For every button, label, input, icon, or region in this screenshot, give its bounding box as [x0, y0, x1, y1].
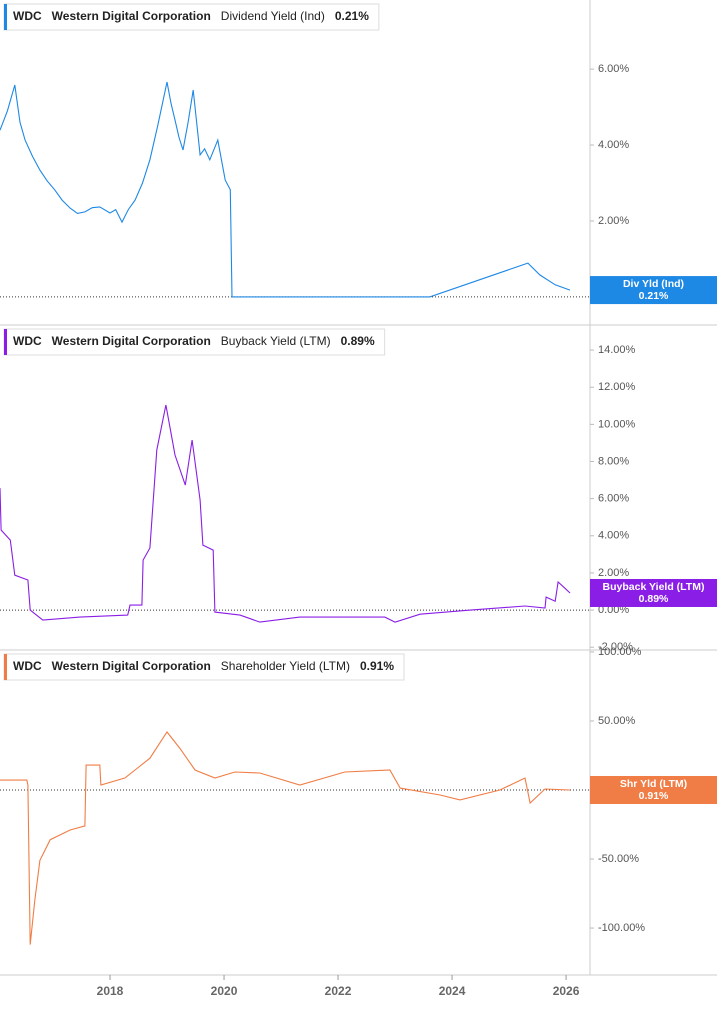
legend-box	[3, 328, 386, 356]
data-line	[0, 404, 571, 623]
badge-value: 0.89%	[639, 593, 669, 605]
x-tick-label: 2026	[553, 984, 580, 998]
y-tick-label: 2.00%	[598, 215, 629, 227]
legend-series-name: Buyback Yield (LTM)	[221, 334, 331, 348]
y-tick-label: 4.00%	[598, 139, 629, 151]
company: Western Digital Corporation	[52, 659, 211, 673]
value-badge	[590, 578, 717, 607]
legend-value: 0.21%	[335, 9, 369, 23]
ticker: WDC	[13, 9, 42, 23]
legend-swatch	[4, 654, 7, 680]
company: Western Digital Corporation	[52, 334, 211, 348]
legend-value: 0.91%	[360, 659, 394, 673]
legend-series-name: Dividend Yield (Ind)	[221, 9, 325, 23]
x-tick-label: 2022	[325, 984, 352, 998]
y-tick-label: 10.00%	[598, 418, 636, 430]
legend-box	[3, 3, 380, 31]
y-tick-label: 14.00%	[598, 344, 636, 356]
legend-swatch	[4, 329, 7, 355]
badge-value: 0.21%	[639, 290, 669, 302]
y-tick-label: 6.00%	[598, 493, 629, 505]
badge-name: Div Yld (Ind)	[623, 278, 684, 290]
ticker: WDC	[13, 659, 42, 673]
badge-name: Shr Yld (LTM)	[620, 778, 687, 790]
badge-value: 0.91%	[639, 790, 669, 802]
x-tick-label: 2018	[97, 984, 124, 998]
y-tick-label: 8.00%	[598, 455, 629, 467]
y-tick-label: -2.00%	[598, 641, 633, 653]
y-tick-label: -100.00%	[598, 922, 645, 934]
y-tick-label: 12.00%	[598, 381, 636, 393]
legend-box	[3, 653, 405, 681]
company: Western Digital Corporation	[52, 9, 211, 23]
ticker: WDC	[13, 334, 42, 348]
badge-name: Buyback Yield (LTM)	[603, 581, 705, 593]
legend: WDC Western Digital Corporation Shareholde…	[3, 653, 405, 681]
legend-value: 0.89%	[341, 334, 375, 348]
x-tick-label: 2020	[211, 984, 238, 998]
y-tick-label: 6.00%	[598, 63, 629, 75]
legend-swatch	[4, 4, 7, 30]
y-tick-label: -50.00%	[598, 853, 639, 865]
y-tick-label: 50.00%	[598, 715, 636, 727]
value-badge	[590, 276, 717, 305]
legend: WDC Western Digital Corporation Buyback Yi…	[3, 328, 386, 356]
x-tick-label: 2024	[439, 984, 466, 998]
value-badge	[590, 775, 717, 804]
data-line	[0, 731, 571, 945]
y-tick-label: 4.00%	[598, 530, 629, 542]
y-tick-label: 100.00%	[598, 646, 642, 658]
legend-series-name: Shareholder Yield (LTM)	[221, 659, 350, 673]
y-tick-label: 2.00%	[598, 567, 629, 579]
legend: WDC Western Digital Corporation Dividend Y…	[3, 3, 380, 31]
data-line	[0, 81, 571, 298]
